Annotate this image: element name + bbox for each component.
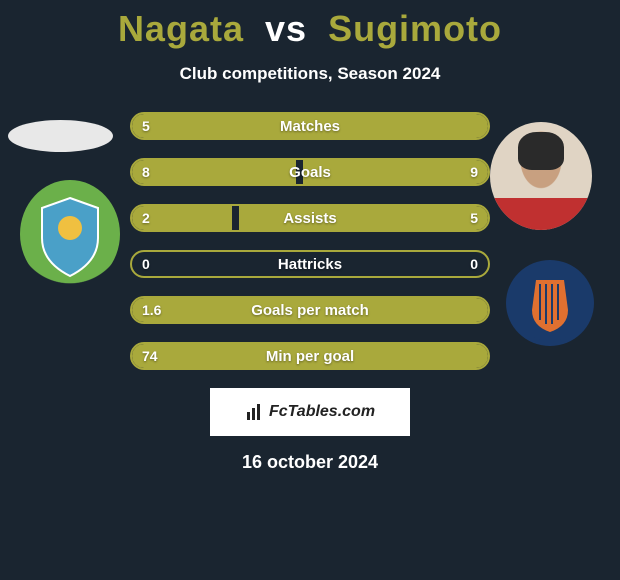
player1-avatar — [8, 120, 113, 152]
stat-label: Goals — [132, 160, 488, 184]
stats-container: 5Matches 89Goals 25Assists 00Hattricks 1.6Go… — [130, 112, 490, 370]
stat-label: Min per goal — [132, 344, 488, 368]
player2-club-badge — [506, 260, 594, 346]
vs-text: vs — [265, 8, 307, 49]
branding-label: FcTables.com — [269, 403, 375, 421]
stat-row: 5Matches — [130, 112, 490, 140]
stat-row: 00Hattricks — [130, 250, 490, 278]
branding-badge: FcTables.com — [210, 388, 410, 436]
stat-row: 1.6Goals per match — [130, 296, 490, 324]
chart-icon — [245, 402, 265, 422]
stat-label: Matches — [132, 114, 488, 138]
player2-name: Sugimoto — [328, 8, 502, 49]
stat-label: Assists — [132, 206, 488, 230]
player2-avatar — [490, 122, 592, 230]
stat-row: 74Min per goal — [130, 342, 490, 370]
date-label: 16 october 2024 — [0, 452, 620, 473]
stat-row: 25Assists — [130, 204, 490, 232]
stat-label: Hattricks — [132, 252, 488, 276]
player1-club-badge — [20, 180, 120, 288]
comparison-title: Nagata vs Sugimoto — [0, 0, 620, 50]
stat-row: 89Goals — [130, 158, 490, 186]
subtitle: Club competitions, Season 2024 — [0, 64, 620, 84]
club-crest-icon — [506, 260, 594, 346]
stat-label: Goals per match — [132, 298, 488, 322]
player1-name: Nagata — [118, 8, 244, 49]
shield-icon — [20, 180, 120, 288]
